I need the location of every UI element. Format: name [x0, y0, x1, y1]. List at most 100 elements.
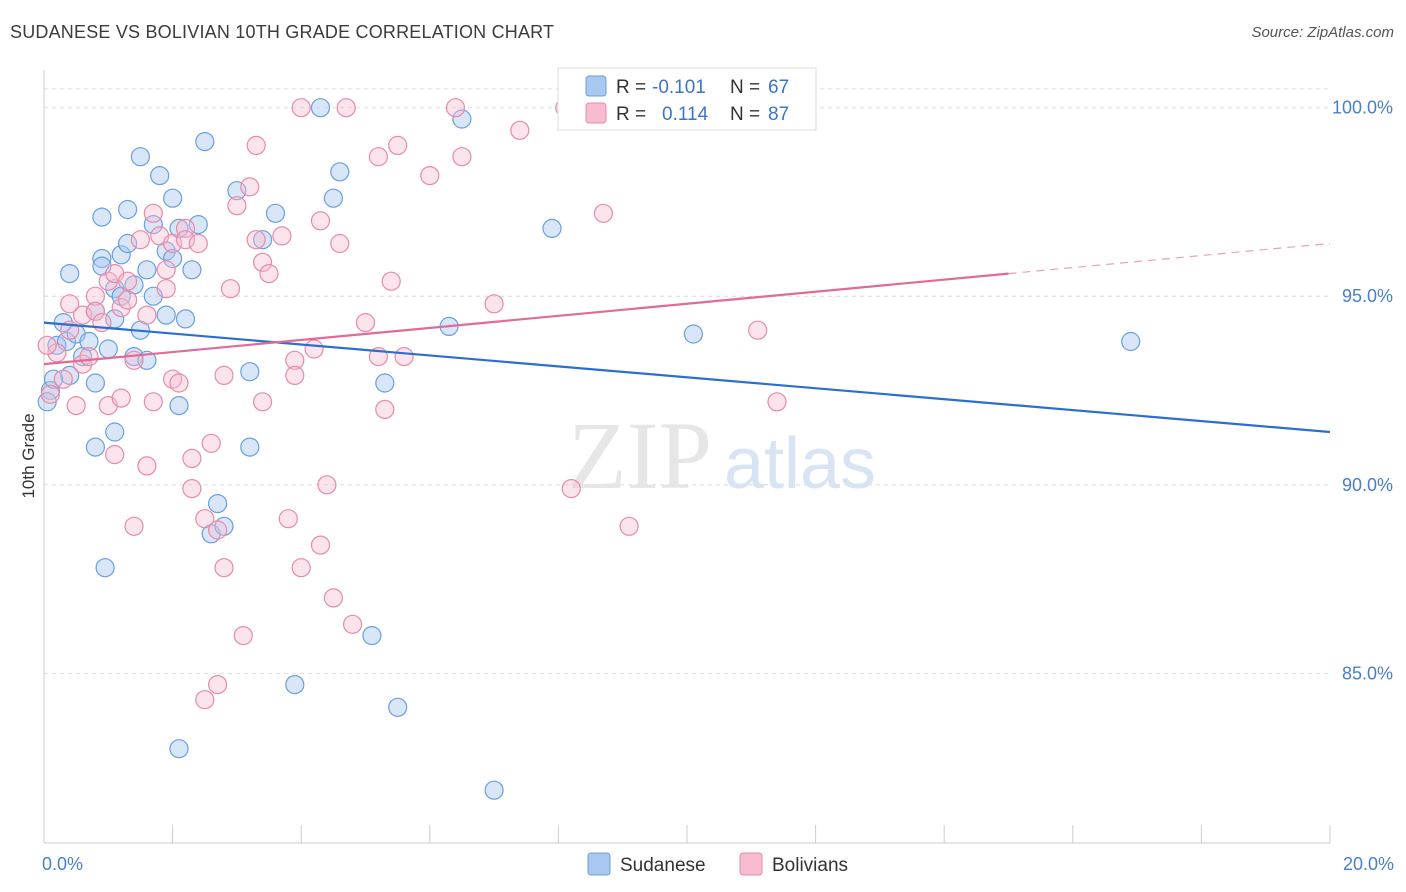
bolivians-point-37	[188, 233, 208, 254]
y-tick-label-3: 100.0%	[1332, 98, 1393, 118]
sudanese-point-58	[452, 109, 472, 129]
sudanese-point-39	[182, 260, 202, 280]
bolivians-point-23	[137, 305, 157, 325]
sudanese-point-35	[163, 188, 183, 208]
bolivians-point-85	[767, 392, 787, 412]
bolivians-point-46	[227, 196, 247, 216]
sudanese-point-36	[169, 396, 189, 416]
bolivians-point-84	[748, 320, 768, 340]
bolivians-point-51	[253, 392, 273, 412]
bolivians-point-33	[175, 218, 196, 238]
y-tick-label-1: 90.0%	[1342, 475, 1393, 495]
sudanese-point-56	[388, 697, 408, 717]
sudanese-point-11	[92, 248, 112, 269]
bolivians-point-72	[381, 271, 401, 291]
legend-swatch-bolivians	[585, 102, 607, 124]
sudanese-point-8	[79, 331, 99, 352]
sudanese-point-49	[265, 203, 286, 223]
sudanese-point-1	[47, 335, 67, 355]
y-tick-labels: 85.0% 90.0% 95.0% 100.0%	[1332, 98, 1393, 684]
sudanese-point-48	[253, 230, 273, 250]
sudanese-point-54	[362, 625, 382, 646]
bolivians-point-10	[85, 301, 106, 321]
sudanese-point-52	[323, 188, 343, 208]
bolivians-point-62	[310, 535, 331, 555]
bolivians-point-78	[484, 294, 504, 314]
sudanese-point-53	[330, 162, 350, 182]
bolivians-point-8	[79, 347, 99, 367]
bolivians-point-29	[156, 260, 176, 280]
sudanese-point-20	[111, 245, 131, 265]
bolivians-point-43	[214, 558, 234, 578]
bolivians-point-36	[182, 448, 202, 468]
sudanese-point-55	[375, 373, 395, 393]
bolivians-point-22	[130, 230, 150, 250]
bolivians-point-66	[336, 98, 356, 118]
sudanese-point-61	[95, 558, 115, 578]
grid-lines	[44, 88, 1330, 674]
bolivians-point-59	[291, 98, 311, 118]
legend-r-label-bolivians: R =	[616, 104, 646, 125]
bottom-legend-label-sudanese: Sudanese	[620, 855, 706, 876]
sudanese-point-46	[240, 362, 260, 382]
sudanese-point-51	[310, 98, 331, 118]
bolivians-point-68	[355, 313, 376, 333]
bolivians-point-7	[72, 305, 93, 325]
bolivians-point-54	[272, 226, 292, 246]
bolivians-point-56	[285, 350, 305, 370]
y-tick-label-0: 85.0%	[1342, 663, 1393, 683]
sudanese-point-50	[285, 674, 305, 695]
sudanese-point-22	[117, 199, 138, 220]
bolivians-point-55	[278, 509, 298, 529]
legend-swatch-sudanese	[585, 75, 607, 97]
sudanese-point-66	[43, 369, 64, 389]
sudanese-point-34	[163, 248, 183, 269]
bottom-legend-swatch-bolivians	[739, 852, 763, 876]
bolivians-point-0	[40, 384, 61, 404]
bolivians-point-48	[240, 177, 260, 197]
watermark: ZIP atlas	[568, 402, 876, 509]
bolivians-point-67	[343, 614, 363, 634]
bolivians-point-73	[388, 135, 408, 155]
legend-r-value-sudanese: -0.101	[652, 77, 706, 98]
bolivians-point-86	[37, 335, 57, 355]
sudanese-point-13	[85, 437, 106, 457]
sudanese-point-14	[92, 207, 112, 227]
bolivians-point-28	[156, 279, 176, 299]
trend-line-bolivians	[43, 272, 1009, 366]
sudanese-point-33	[156, 305, 176, 325]
legend-r-label-sudanese: R =	[616, 77, 646, 98]
sudanese-point-21	[117, 233, 138, 254]
watermark-atlas: atlas	[724, 424, 876, 504]
bolivians-point-32	[169, 373, 189, 393]
bolivians-point-65	[330, 233, 350, 254]
sudanese-point-6	[60, 264, 80, 284]
sudanese-point-59	[484, 780, 504, 800]
bolivians-point-61	[310, 211, 331, 231]
sudanese-point-42	[208, 494, 228, 514]
bolivians-point-60	[304, 339, 324, 359]
sudanese-point-60	[169, 739, 189, 759]
bolivians-point-34	[175, 230, 196, 250]
bolivians-point-64	[323, 588, 343, 608]
sudanese-point-31	[150, 166, 170, 186]
bolivians-point-1	[47, 343, 67, 363]
bolivians-point-38	[195, 509, 215, 529]
bolivians-point-40	[201, 433, 221, 453]
bolivians-point-21	[124, 516, 144, 536]
bolivians-point-47	[233, 625, 253, 646]
sudanese-point-38	[175, 309, 196, 329]
trend-line-bolivians-extension	[1008, 242, 1331, 275]
sudanese-point-25	[130, 147, 150, 167]
x-tick-label-1: 20.0%	[1343, 854, 1394, 874]
bolivians-point-50	[246, 230, 266, 250]
sudanese-point-63	[683, 324, 704, 344]
sudanese-point-18	[105, 422, 125, 442]
bolivians-point-79	[510, 120, 530, 140]
bolivians-point-53	[259, 264, 279, 284]
x-tick-labels: 0.0% 20.0%	[42, 854, 1394, 874]
source-note: Source: ZipAtlas.com	[1251, 24, 1394, 41]
sudanese-point-62	[542, 218, 562, 238]
bolivians-point-15	[105, 445, 125, 465]
